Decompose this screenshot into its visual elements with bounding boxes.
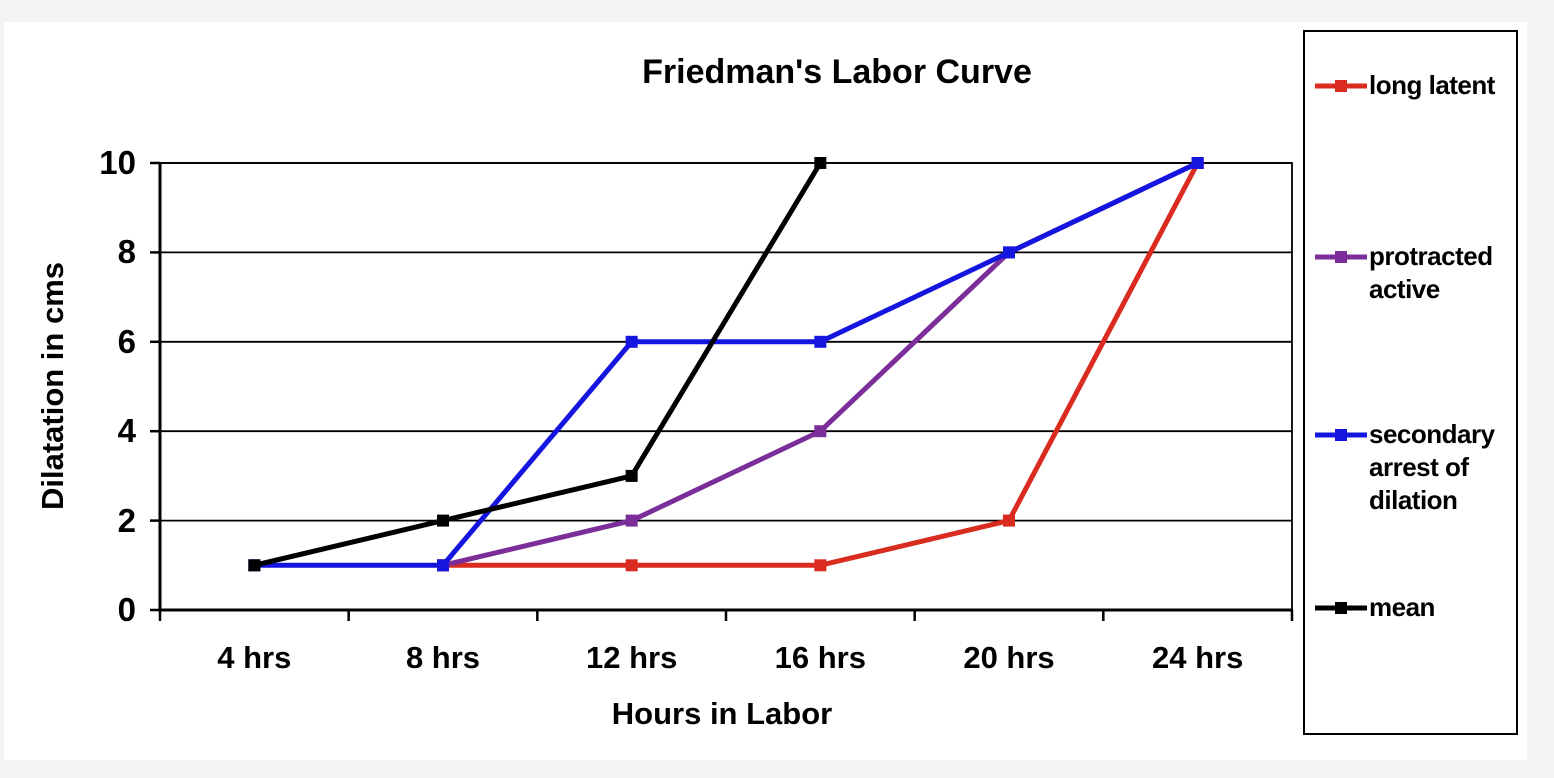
chart-title: Friedman's Labor Curve [642,53,1032,91]
series-marker-secondary-arrest-of-dilation [1003,246,1015,259]
plot-border [159,162,1293,611]
legend-item-secondary-arrest-of-dilation: secondary arrest of dilation [1315,418,1521,517]
series-marker-protracted-active [625,514,638,527]
x-axis-title: Hours in Labor [611,696,833,731]
series-marker-secondary-arrest-of-dilation [814,335,827,348]
series-line-long-latent [443,161,1200,568]
legend-item-protracted-active: protracted active [1315,240,1521,306]
legend-item-mean: mean [1315,591,1521,624]
x-tick-label: 12 hrs [585,640,678,675]
series-marker-mean [248,559,261,572]
chart-background [4,22,1527,760]
legend-item-long-latent: long latent [1315,69,1521,102]
y-tick-label: 8 [117,233,136,271]
series-marker-mean [625,469,638,482]
legend: long latent protracted active secondary ar… [1303,30,1518,735]
x-tick-label: 24 hrs [1151,640,1244,675]
series-marker-secondary-arrest-of-dilation [625,335,638,348]
series-line-mean [253,161,823,568]
y-axis-title: Dilatation in cms [35,261,70,511]
legend-label: long latent [1369,70,1495,100]
y-tick-label: 10 [99,144,136,181]
legend-label: secondary arrest of dilation [1369,419,1495,515]
series-marker-long-latent [814,559,827,572]
series-marker-secondary-arrest-of-dilation [437,559,449,572]
series-marker-protracted-active [814,425,827,438]
x-tick-label: 20 hrs [963,640,1055,675]
series-marker-mean [437,514,449,527]
x-tick-label: 16 hrs [774,640,866,675]
legend-swatch-mean [1315,602,1367,614]
series-marker-secondary-arrest-of-dilation [1191,157,1204,169]
y-tick-label: 2 [117,501,136,539]
y-tick-label: 0 [117,591,136,628]
legend-swatch-long-latent [1315,80,1367,92]
legend-swatch-protracted-active [1315,251,1367,263]
y-tick-label: 6 [117,322,136,360]
x-tick-label: 8 hrs [405,640,481,675]
x-tick-label: 4 hrs [217,640,292,675]
series-marker-mean [814,157,827,169]
series-line-secondary-arrest-of-dilation [254,160,1199,568]
series-marker-long-latent [1003,514,1015,527]
legend-swatch-secondary-arrest-of-dilation [1315,429,1367,441]
series-line-protracted-active [442,160,1199,568]
y-tick-label: 4 [117,412,136,450]
legend-label: protracted active [1369,241,1493,304]
series-marker-long-latent [625,559,638,572]
legend-label: mean [1369,592,1435,622]
